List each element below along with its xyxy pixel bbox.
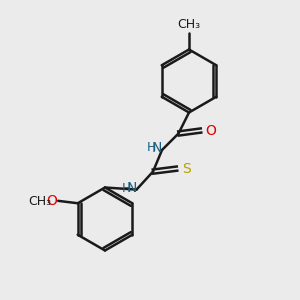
Text: H: H: [122, 182, 131, 195]
Text: N: N: [126, 181, 136, 195]
Text: CH₃: CH₃: [28, 195, 52, 208]
Text: CH₃: CH₃: [177, 18, 201, 31]
Text: H: H: [147, 141, 157, 154]
Text: O: O: [206, 124, 216, 137]
Text: O: O: [46, 194, 57, 208]
Text: S: S: [182, 162, 191, 176]
Text: N: N: [152, 141, 162, 154]
